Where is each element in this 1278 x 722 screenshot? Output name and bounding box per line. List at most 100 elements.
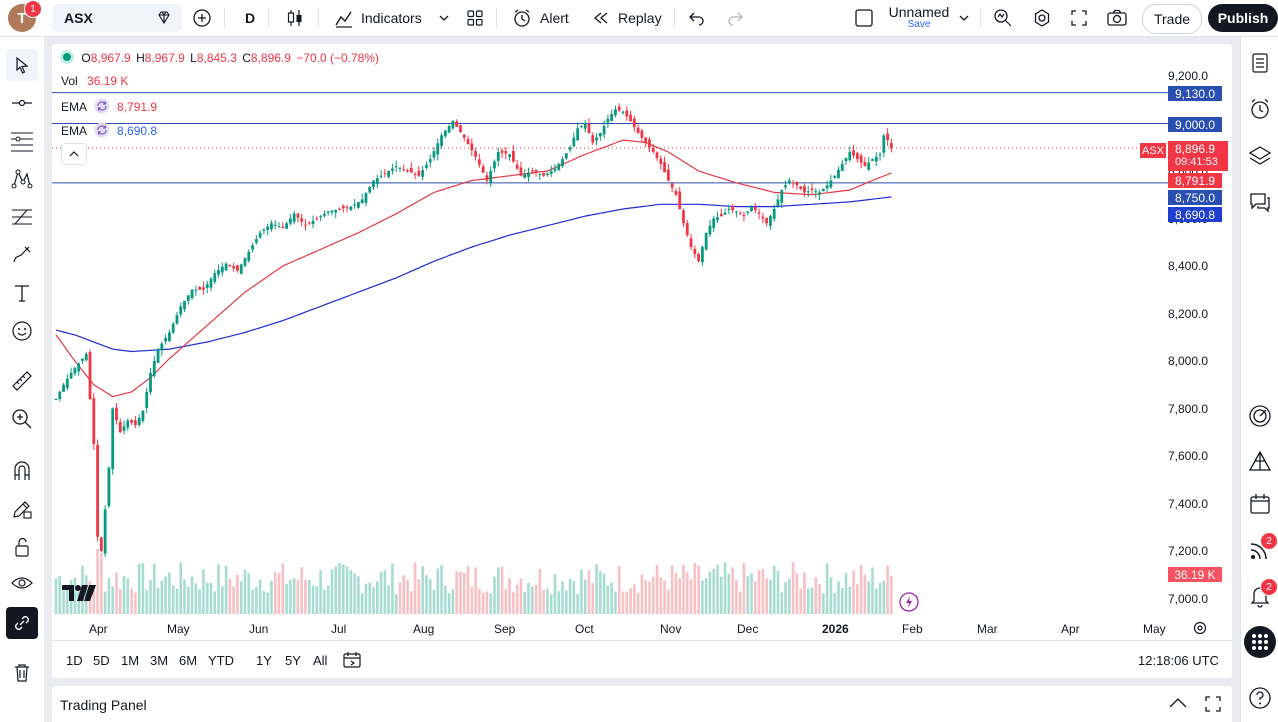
- candle-body: [761, 216, 765, 219]
- target-icon[interactable]: [1244, 400, 1276, 432]
- alerts-clock-icon[interactable]: [1244, 93, 1276, 125]
- camera-icon[interactable]: [1106, 0, 1128, 36]
- settings-gear-icon[interactable]: [1032, 0, 1052, 36]
- range-button-3m[interactable]: 3M: [150, 653, 169, 668]
- layout-name-button[interactable]: Unnamed Save: [884, 4, 954, 32]
- ema2-legend[interactable]: EMA 8,690.8: [61, 122, 157, 141]
- layouts-grid-icon[interactable]: [466, 0, 484, 36]
- lock-open-icon[interactable]: [6, 531, 38, 563]
- add-symbol-icon[interactable]: [192, 0, 212, 36]
- help-icon[interactable]: [1244, 682, 1276, 714]
- link-icon[interactable]: [6, 607, 38, 639]
- avatar-letter: T: [17, 9, 27, 27]
- pencil-lock-icon[interactable]: [6, 493, 38, 525]
- interval-button[interactable]: D: [245, 10, 256, 26]
- layout-checkbox-icon[interactable]: [854, 0, 874, 36]
- magnet-icon[interactable]: [6, 455, 38, 487]
- diamond-icon[interactable]: [156, 10, 172, 31]
- user-avatar[interactable]: T 1: [8, 0, 42, 32]
- chevron-down-icon[interactable]: [438, 0, 450, 36]
- calendar-icon[interactable]: [1244, 488, 1276, 520]
- candle-body: [666, 169, 670, 181]
- candle-body: [791, 182, 795, 184]
- symbol-search-box[interactable]: ASX: [52, 4, 182, 32]
- ideas-pyramid-icon[interactable]: [1244, 445, 1276, 477]
- candle-body: [160, 343, 164, 351]
- chevron-down-icon[interactable]: [958, 0, 970, 36]
- candle-body: [183, 300, 186, 310]
- volume-bar: [761, 568, 765, 614]
- range-bar: 1D 5D 1M 3M 6M YTD 1Y 5Y All 12:18:06 UTC: [52, 640, 1232, 678]
- tradingview-logo[interactable]: [62, 584, 96, 607]
- horizontal-lines-icon[interactable]: [6, 125, 38, 157]
- change-value: −70.0 (−0.78%): [296, 51, 380, 65]
- text-tool-icon[interactable]: [6, 277, 38, 309]
- emoji-icon[interactable]: [6, 315, 38, 347]
- alert-button[interactable]: Alert: [512, 0, 569, 36]
- time-tick-label: Nov: [660, 622, 682, 636]
- watchlist-icon[interactable]: [1244, 47, 1276, 79]
- redo-icon[interactable]: [726, 0, 744, 36]
- trading-panel-title[interactable]: Trading Panel: [60, 697, 147, 713]
- axis-settings-icon[interactable]: [1192, 620, 1208, 641]
- eye-icon[interactable]: [6, 567, 38, 599]
- indicators-button[interactable]: Indicators: [334, 0, 422, 36]
- chart-pane[interactable]: O8,967.9 H8,967.9 L8,845.3 C8,896.9 −70.…: [52, 44, 1232, 678]
- undo-icon[interactable]: [688, 0, 706, 36]
- trade-button[interactable]: Trade: [1142, 4, 1202, 34]
- replay-button[interactable]: Replay: [592, 0, 662, 36]
- volume-bar: [829, 577, 833, 614]
- range-button-all[interactable]: All: [313, 653, 328, 668]
- cursor-arrow-icon[interactable]: [6, 49, 38, 81]
- ruler-icon[interactable]: [6, 365, 38, 397]
- ema1-legend[interactable]: EMA 8,791.9: [61, 98, 157, 117]
- chevron-up-icon[interactable]: [1168, 696, 1188, 715]
- candle-body: [712, 218, 716, 228]
- range-button-1y[interactable]: 1Y: [256, 653, 272, 668]
- volume-bar: [799, 589, 802, 614]
- volume-bar: [77, 591, 80, 614]
- volume-bar: [436, 568, 440, 614]
- volume-bar: [610, 582, 613, 614]
- feed-icon[interactable]: 2: [1244, 532, 1278, 566]
- volume-bar: [187, 586, 190, 614]
- notifications-bell-icon[interactable]: 2: [1244, 578, 1278, 612]
- lightning-icon[interactable]: [899, 592, 919, 617]
- trend-line-icon[interactable]: [6, 87, 38, 119]
- volume-bar: [311, 585, 315, 614]
- volume-bar: [440, 565, 443, 614]
- candle-body: [655, 152, 659, 158]
- price-chart[interactable]: [52, 44, 1232, 640]
- brush-icon[interactable]: [6, 239, 38, 271]
- range-button-5y[interactable]: 5Y: [285, 653, 301, 668]
- range-button-ytd[interactable]: YTD: [208, 653, 234, 668]
- apps-grid-icon[interactable]: [1244, 626, 1276, 658]
- pattern-icon[interactable]: [6, 163, 38, 195]
- trash-icon[interactable]: [6, 657, 38, 689]
- collapse-legend-button[interactable]: [61, 143, 87, 165]
- layers-icon[interactable]: [1244, 140, 1276, 172]
- maximize-panel-icon[interactable]: [1204, 695, 1222, 718]
- range-button-1d[interactable]: 1D: [66, 653, 83, 668]
- date-range-icon[interactable]: [342, 651, 362, 674]
- range-button-5d[interactable]: 5D: [93, 653, 110, 668]
- volume-bar: [326, 585, 330, 614]
- publish-button[interactable]: Publish: [1208, 4, 1278, 32]
- chat-icon[interactable]: [1244, 186, 1276, 218]
- quick-search-icon[interactable]: [993, 0, 1013, 36]
- trading-panel[interactable]: Trading Panel: [52, 686, 1232, 722]
- range-button-6m[interactable]: 6M: [179, 653, 198, 668]
- fib-tools-icon[interactable]: [6, 201, 38, 233]
- refresh-icon[interactable]: [94, 122, 110, 141]
- refresh-icon[interactable]: [94, 98, 110, 117]
- candle-body: [564, 153, 568, 159]
- utc-clock[interactable]: 12:18:06 UTC: [1138, 653, 1219, 668]
- volume-bar: [776, 570, 780, 614]
- time-tick-label: Apr: [89, 622, 108, 636]
- zoom-in-icon[interactable]: [6, 403, 38, 435]
- candle-type-icon[interactable]: [286, 0, 304, 36]
- fullscreen-icon[interactable]: [1070, 0, 1088, 36]
- volume-bar: [160, 580, 164, 614]
- volume-bar: [277, 573, 281, 614]
- range-button-1m[interactable]: 1M: [121, 653, 140, 668]
